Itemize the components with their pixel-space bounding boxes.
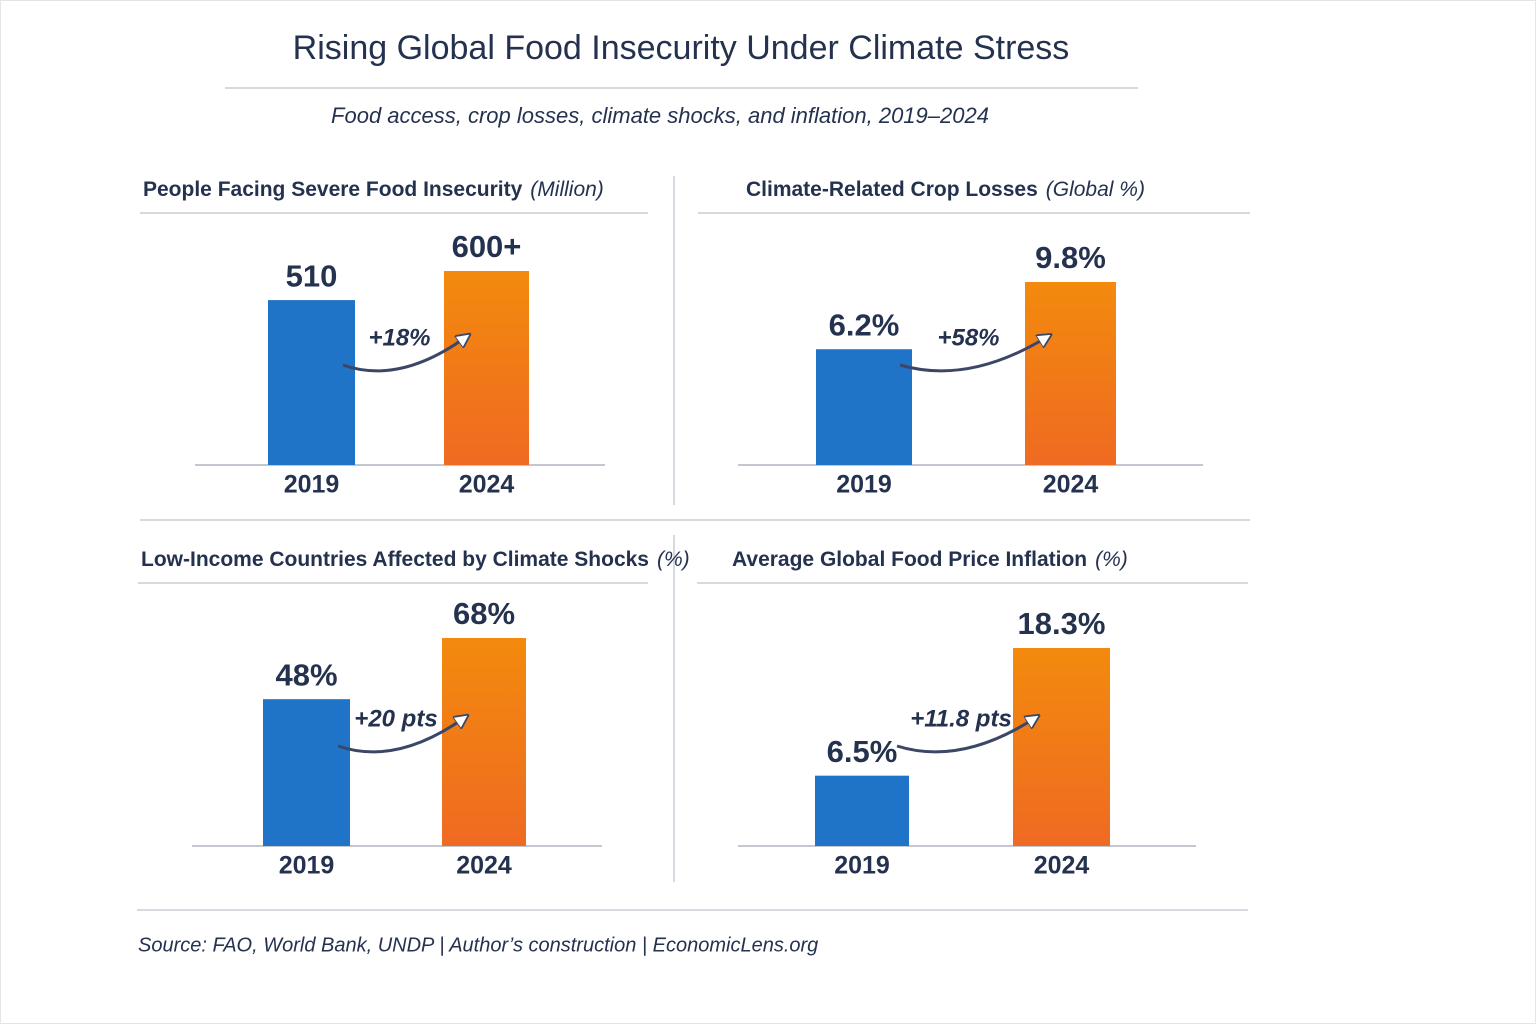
value-label: 48%	[275, 657, 337, 692]
bar	[268, 300, 355, 465]
panel-title-text: Average Global Food Price Inflation	[732, 548, 1087, 571]
change-annotation: +18%	[368, 324, 430, 351]
value-label: 600+	[452, 229, 522, 264]
panel-title: Low-Income Countries Affected by Climate…	[141, 548, 690, 571]
panel-title: Climate-Related Crop Losses (Global %)	[746, 178, 1145, 201]
change-arrow	[899, 337, 1047, 373]
change-arrow	[337, 718, 464, 754]
value-label: 510	[286, 258, 338, 293]
bar	[263, 699, 350, 846]
bar	[815, 775, 909, 846]
category-label: 2024	[1034, 852, 1090, 880]
value-label: 18.3%	[1018, 606, 1106, 641]
value-label: 6.2%	[829, 307, 900, 342]
panel-title-unit: (%)	[657, 548, 690, 571]
value-label: 9.8%	[1035, 240, 1106, 275]
bar	[1025, 282, 1116, 465]
change-annotation: +11.8 pts	[910, 705, 1012, 732]
panel-title-unit: (Million)	[530, 178, 604, 201]
panel-title-text: Climate-Related Crop Losses	[746, 178, 1038, 201]
value-label: 6.5%	[827, 734, 898, 769]
category-label: 2019	[279, 852, 335, 880]
bar	[816, 349, 912, 465]
page-title: Rising Global Food Insecurity Under Clim…	[293, 29, 1070, 67]
panel-title: People Facing Severe Food Insecurity (Mil…	[143, 178, 604, 201]
category-label: 2024	[456, 852, 512, 880]
category-label: 2019	[836, 471, 892, 499]
category-label: 2024	[1043, 471, 1099, 499]
change-annotation: +20 pts	[354, 705, 437, 732]
panel-title-unit: (Global %)	[1046, 178, 1145, 201]
subtitle: Food access, crop losses, climate shocks…	[331, 103, 989, 128]
source: Source: FAO, World Bank, UNDP | Author’s…	[138, 934, 818, 956]
panel-title-text: Low-Income Countries Affected by Climate…	[141, 548, 649, 571]
category-label: 2019	[834, 852, 890, 880]
change-arrow	[342, 337, 466, 373]
bar	[442, 638, 526, 846]
bar	[1013, 648, 1110, 846]
change-annotation: +58%	[937, 324, 999, 351]
change-arrow	[896, 718, 1035, 754]
category-label: 2019	[284, 471, 340, 499]
panel-title-unit: (%)	[1095, 548, 1128, 571]
panel-title-text: People Facing Severe Food Insecurity	[143, 178, 523, 201]
value-label: 68%	[453, 596, 515, 631]
bar	[444, 271, 529, 465]
category-label: 2024	[459, 471, 515, 499]
panel-title: Average Global Food Price Inflation (%)	[732, 548, 1128, 571]
